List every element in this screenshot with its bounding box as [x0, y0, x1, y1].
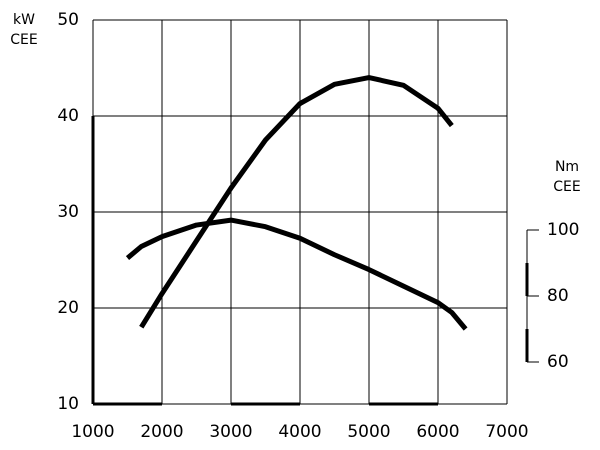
y-tick-label: 30	[57, 202, 79, 222]
data-line	[125, 217, 468, 331]
y-axis-label: CEE	[10, 32, 37, 48]
y2-tick-label: 60	[547, 352, 569, 372]
x-tick-label: 5000	[347, 422, 390, 442]
data-line	[139, 75, 454, 329]
y2-axis-label: CEE	[553, 179, 580, 195]
x-tick-label: 2000	[140, 422, 183, 442]
x-tick-label: 6000	[416, 422, 459, 442]
x-tick-label: 3000	[209, 422, 252, 442]
y-tick-label: 40	[57, 106, 79, 126]
y-tick-label: 20	[57, 298, 79, 318]
y2-tick-label: 80	[547, 286, 569, 306]
x-tick-label: 7000	[485, 422, 528, 442]
x-tick-label: 4000	[278, 422, 321, 442]
y-axis-label: kW	[13, 12, 35, 28]
y2-tick-label: 100	[547, 220, 579, 240]
y-tick-label: 50	[57, 10, 79, 30]
x-tick-label: 1000	[71, 422, 114, 442]
y-tick-label: 10	[57, 394, 79, 414]
y2-axis-label: Nm	[555, 159, 579, 175]
